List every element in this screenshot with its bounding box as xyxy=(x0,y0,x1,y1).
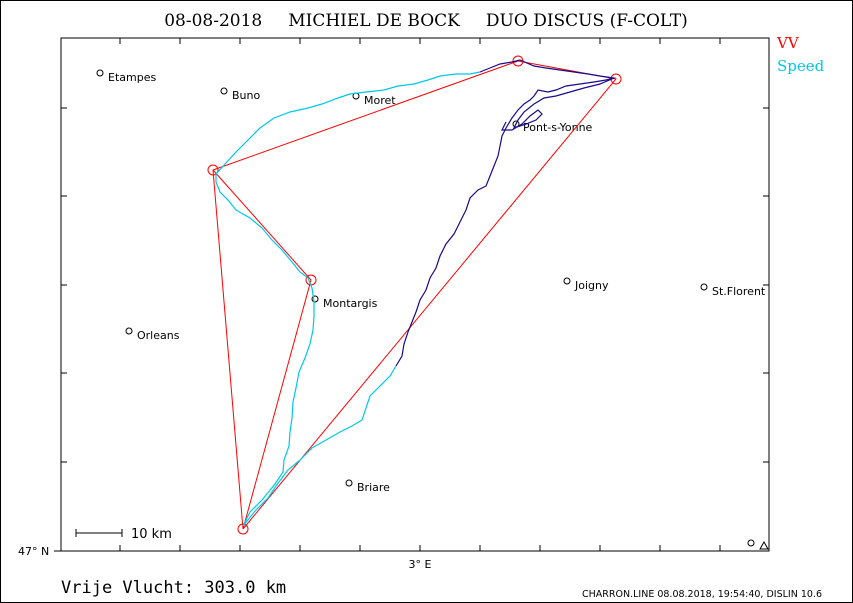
flight-track-fast xyxy=(215,71,481,527)
place-marker xyxy=(311,295,319,303)
task-line xyxy=(212,60,617,530)
home-triangle-icon xyxy=(759,540,769,550)
place-marker xyxy=(125,327,133,335)
legend-task-label: VV xyxy=(776,34,800,52)
turnpoint-1 xyxy=(207,164,219,176)
scale-bar: 10 km xyxy=(75,527,172,542)
place-label-pont-s-yonne: Pont-s-Yonne xyxy=(523,121,593,134)
place-label-briare: Briare xyxy=(357,481,390,494)
plot-area xyxy=(60,37,770,552)
place-marker xyxy=(345,479,353,487)
place-markers xyxy=(96,69,755,547)
place-label-buno: Buno xyxy=(232,89,260,102)
distance-label: Vrije Vlucht: 303.0 km xyxy=(61,578,286,598)
credits-label: CHARRON.LINE 08.08.2018, 19:54:40, DISLI… xyxy=(582,589,822,600)
header-title: 08-08-2018 MICHIEL DE BOCK DUO DISCUS (F-C… xyxy=(164,11,688,31)
place-marker xyxy=(96,69,104,77)
legend-speed-label: Speed xyxy=(777,57,825,75)
place-label-montargis: Montargis xyxy=(323,297,378,310)
place-label-etampes: Etampes xyxy=(108,71,156,84)
turnpoint-start xyxy=(237,523,249,535)
place-label-orleans: Orleans xyxy=(137,329,180,342)
flight-track-thermals xyxy=(479,59,617,131)
flight-track-return xyxy=(242,365,397,527)
place-label-st-florent: St.Florent xyxy=(712,285,766,298)
place-marker xyxy=(747,539,755,547)
scale-bar-label: 10 km xyxy=(131,527,172,542)
place-marker xyxy=(220,87,228,95)
place-marker xyxy=(700,283,708,291)
place-label-joigny: Joigny xyxy=(574,279,609,292)
y-axis-ticks xyxy=(61,107,769,463)
flight-track-slow xyxy=(395,77,615,367)
place-label-moret: Moret xyxy=(364,94,396,107)
latitude-label: 47° N xyxy=(18,545,49,558)
longitude-label: 3° E xyxy=(409,558,432,571)
x-axis-ticks xyxy=(119,38,721,551)
place-marker xyxy=(563,277,571,285)
